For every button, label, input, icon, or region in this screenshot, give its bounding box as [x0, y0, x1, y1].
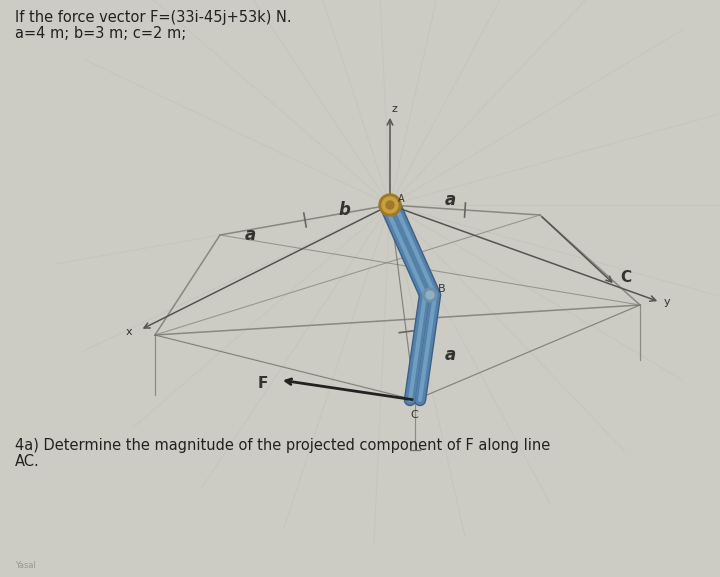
Text: C: C — [620, 270, 631, 285]
Text: a: a — [445, 346, 456, 364]
Circle shape — [382, 197, 398, 213]
Text: y: y — [664, 297, 670, 307]
Text: b: b — [338, 201, 350, 219]
Text: If the force vector F=(33i-45j+53k) N.: If the force vector F=(33i-45j+53k) N. — [15, 10, 292, 25]
Circle shape — [379, 194, 401, 216]
Text: x: x — [126, 327, 132, 337]
Circle shape — [423, 288, 437, 302]
Circle shape — [386, 201, 394, 209]
Text: F: F — [258, 376, 269, 391]
Text: B: B — [438, 284, 446, 294]
Text: 4a) Determine the magnitude of the projected component of F along line: 4a) Determine the magnitude of the proje… — [15, 438, 550, 453]
Text: a=4 m; b=3 m; c=2 m;: a=4 m; b=3 m; c=2 m; — [15, 26, 186, 41]
Text: AC.: AC. — [15, 454, 40, 469]
Text: z: z — [392, 104, 398, 114]
Text: Yasal: Yasal — [15, 561, 36, 570]
Text: a: a — [245, 226, 256, 244]
Text: A: A — [398, 194, 405, 204]
Circle shape — [426, 291, 434, 299]
Text: a: a — [445, 191, 456, 209]
Text: C: C — [410, 410, 418, 420]
